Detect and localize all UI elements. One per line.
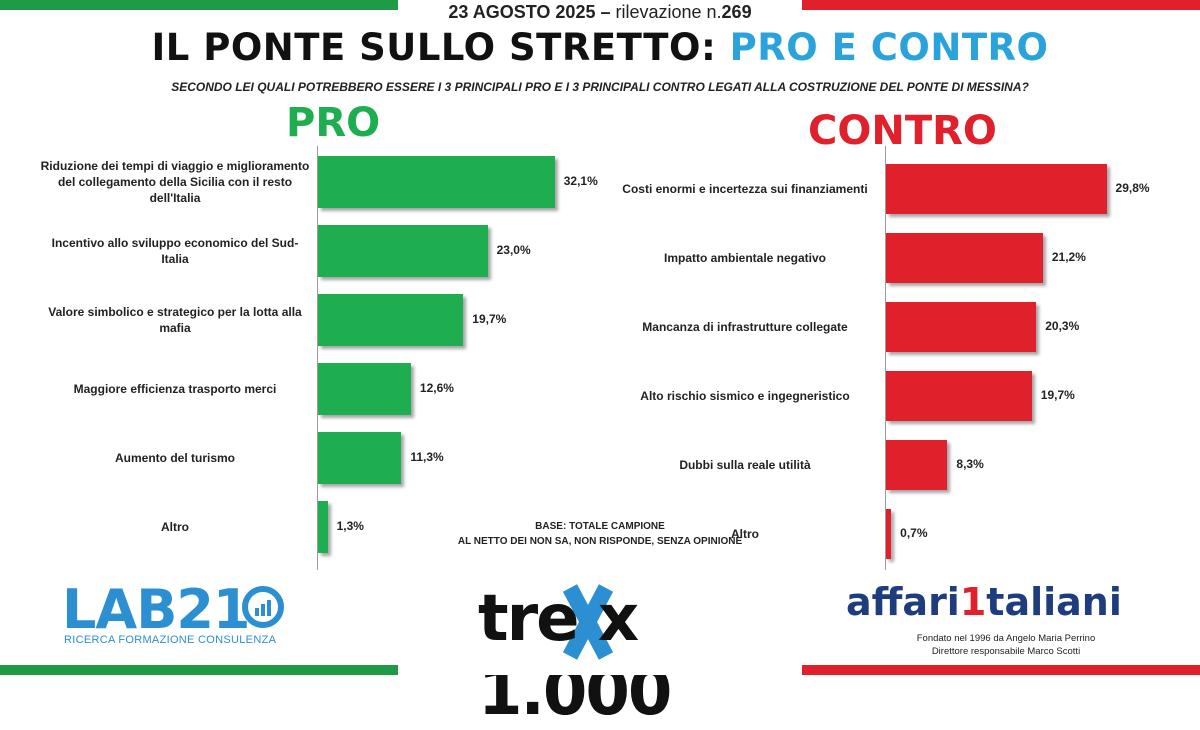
- value-label: 23,0%: [496, 243, 531, 257]
- aff-one: 1: [959, 580, 987, 624]
- category-label: Impatto ambientale negativo: [663, 251, 827, 265]
- bar: [886, 233, 1043, 283]
- category-label: Maggiore efficienza trasporto merci: [73, 382, 277, 396]
- contro-chart: Costi enormi e incertezza sui finanziame…: [600, 140, 1200, 570]
- aff-part2: taliani: [986, 580, 1122, 624]
- value-label: 0,7%: [900, 526, 928, 540]
- pro-heading: PRO: [286, 100, 381, 146]
- bottom-stripe-white: [398, 665, 802, 675]
- lab21-tagline: RICERCA FORMAZIONE CONSULENZA: [64, 634, 277, 646]
- trex-x-icon: [562, 584, 614, 660]
- value-label: 19,7%: [472, 312, 507, 326]
- category-label: Costi enormi e incertezza sui finanziame…: [622, 182, 868, 196]
- value-label: 11,3%: [410, 450, 444, 464]
- lab21-logo-text: LAB21: [62, 578, 251, 641]
- top-stripe-green: [0, 0, 398, 10]
- bar: [318, 363, 411, 415]
- value-label: 8,3%: [956, 457, 984, 471]
- bar: [318, 432, 402, 484]
- chart-axis: [317, 146, 318, 570]
- value-label: 21,2%: [1051, 250, 1086, 264]
- trex-logo-text: tre x 1.000: [478, 582, 672, 730]
- affaritaliani-logo-text: affari1taliani: [846, 580, 1122, 624]
- survey-question: SECONDO LEI QUALI POTREBBERO ESSERE I 3 …: [171, 80, 1029, 94]
- category-label: Aumento del turismo: [114, 451, 235, 465]
- value-label: 12,6%: [419, 381, 454, 395]
- title-accent: PRO E CONTRO: [729, 26, 1049, 69]
- category-label: Dubbi sulla reale utilità: [679, 458, 811, 472]
- bar: [886, 371, 1032, 421]
- survey-date: 23 AGOSTO 2025: [448, 2, 596, 22]
- value-label: 1,3%: [336, 519, 364, 533]
- bar: [318, 294, 464, 346]
- contro-heading: CONTRO: [808, 108, 997, 154]
- category-label: Mancanza di infrastrutture collegate: [642, 320, 848, 334]
- category-label: Valore simbolico e strategico per la lot…: [48, 305, 302, 335]
- base-note: BASE: TOTALE CAMPIONE AL NETTO DEI NON S…: [440, 519, 760, 549]
- bar: [318, 225, 488, 277]
- bar: [318, 501, 328, 553]
- affaritaliani-credits: Fondato nel 1996 da Angelo Maria Perrino…: [906, 632, 1106, 658]
- category-label: Riduzione dei tempi di viaggio e miglior…: [40, 159, 310, 205]
- category-label: Altro: [161, 520, 189, 534]
- aff-founder: Fondato nel 1996 da Angelo Maria Perrino: [916, 633, 1096, 644]
- value-label: 20,3%: [1045, 319, 1080, 333]
- category-label: Altro: [731, 527, 759, 541]
- aff-part1: affari: [846, 580, 960, 624]
- value-label: 32,1%: [563, 174, 598, 188]
- affaritaliani-logo: affari1taliani Fondato nel 1996 da Angel…: [846, 580, 1186, 660]
- base-note-line1: BASE: TOTALE CAMPIONE: [535, 521, 665, 532]
- date-dash: –: [595, 2, 616, 22]
- bar: [886, 509, 892, 559]
- value-label: 29,8%: [1115, 181, 1150, 195]
- survey-label: rilevazione n.: [615, 2, 722, 22]
- aff-director: Direttore responsabile Marco Scotti: [931, 646, 1081, 657]
- top-stripe-red: [802, 0, 1200, 10]
- value-label: 19,7%: [1040, 388, 1075, 402]
- pro-chart: Riduzione dei tempi di viaggio e miglior…: [0, 140, 600, 570]
- bottom-stripe-red: [802, 665, 1200, 675]
- lab21-chart-icon: [242, 586, 284, 628]
- category-label: Alto rischio sismico e ingegneristico: [640, 389, 850, 403]
- chart-axis: [885, 146, 886, 570]
- bar: [318, 156, 555, 208]
- lab21-logo: LAB21 RICERCA FORMAZIONE CONSULENZA: [62, 578, 302, 650]
- bar: [886, 440, 948, 490]
- bar: [886, 302, 1037, 352]
- title-main: IL PONTE SULLO STRETTO:: [151, 26, 730, 69]
- base-note-line2: AL NETTO DEI NON SA, NON RISPONDE, SENZA…: [457, 536, 743, 547]
- category-label: Incentivo allo sviluppo economico del Su…: [51, 236, 299, 266]
- bottom-stripe-green: [0, 665, 398, 675]
- survey-date-line: 23 AGOSTO 2025 – rilevazione n.269: [0, 2, 1200, 23]
- page-title: IL PONTE SULLO STRETTO: PRO E CONTRO: [0, 26, 1200, 69]
- survey-number: 269: [721, 2, 752, 22]
- trex-logo: tre x 1.000: [478, 582, 758, 730]
- bar: [886, 164, 1107, 214]
